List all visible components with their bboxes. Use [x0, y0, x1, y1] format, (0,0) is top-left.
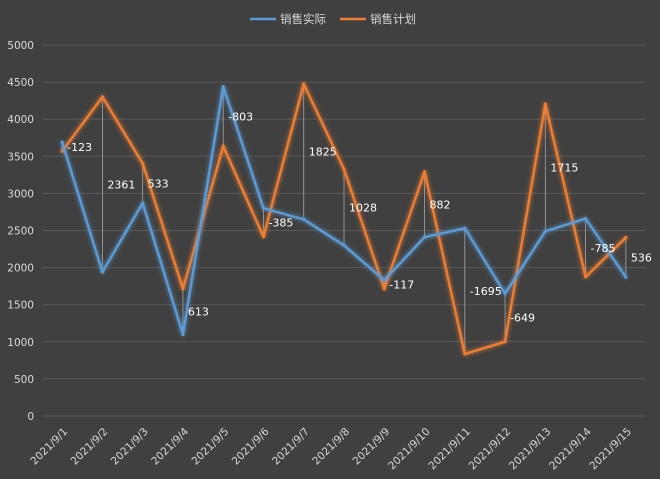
- data-point-plan: [624, 235, 628, 240]
- difference-label: 2361: [107, 178, 135, 191]
- x-tick-label: 2021/9/6: [230, 425, 272, 467]
- data-point-plan: [100, 95, 104, 99]
- y-tick-label: 2500: [7, 226, 34, 238]
- data-point-plan: [503, 340, 507, 344]
- difference-label: -123: [67, 141, 92, 154]
- data-point-plan: [221, 144, 225, 148]
- data-point-actual: [100, 270, 104, 274]
- x-tick-label: 2021/9/5: [189, 426, 231, 468]
- difference-label: -117: [389, 279, 414, 292]
- data-point-plan: [302, 82, 306, 86]
- data-point-actual: [584, 217, 588, 221]
- x-tick-label: 2021/9/15: [587, 426, 634, 473]
- y-tick-label: 4000: [7, 114, 34, 126]
- x-tick-label: 2021/9/1: [28, 426, 70, 468]
- data-point-plan: [584, 275, 588, 279]
- data-point-plan: [342, 167, 346, 171]
- difference-label: -649: [510, 312, 535, 325]
- legend-label: 销售实际: [280, 12, 326, 26]
- y-tick-label: 1500: [7, 300, 34, 312]
- data-point-plan: [382, 287, 386, 291]
- difference-label: 536: [631, 251, 652, 264]
- series-lines: [60, 82, 628, 356]
- x-tick-label: 2021/9/2: [69, 426, 111, 468]
- difference-label: 1028: [349, 201, 377, 214]
- data-point-actual: [302, 217, 306, 221]
- difference-labels: -123 2361 533 613 -803 -385 1825 1028 -117 882 -16…: [67, 110, 652, 324]
- x-tick-label: 2021/9/11: [426, 426, 473, 473]
- difference-label: 1825: [309, 146, 337, 159]
- data-point-plan: [543, 102, 547, 106]
- x-tick-label: 2021/9/12: [467, 426, 514, 473]
- y-axis: 0 500 1000 1500 2000 2500 3000 3500 4000 4500 5000: [7, 40, 34, 423]
- y-tick-label: 5000: [7, 40, 34, 52]
- x-tick-label: 2021/9/9: [351, 426, 393, 468]
- legend: 销售实际 销售计划: [250, 12, 416, 26]
- y-tick-label: 500: [14, 374, 34, 386]
- data-point-actual: [624, 275, 628, 279]
- difference-label: 533: [148, 177, 169, 190]
- data-point-plan: [60, 149, 64, 153]
- y-tick-label: 2000: [7, 263, 34, 275]
- x-tick-label: 2021/9/10: [386, 426, 433, 473]
- difference-label: -385: [268, 217, 293, 230]
- data-point-actual: [503, 291, 507, 296]
- data-point-plan: [261, 235, 266, 239]
- data-point-actual: [463, 226, 467, 230]
- data-point-actual: [422, 235, 427, 239]
- data-point-actual: [382, 278, 386, 282]
- difference-label: 882: [430, 198, 451, 211]
- data-point-actual: [221, 84, 225, 89]
- difference-label: 1715: [550, 162, 578, 175]
- data-point-plan: [422, 170, 427, 174]
- difference-label: 613: [188, 306, 209, 319]
- difference-label: -1695: [470, 285, 502, 298]
- legend-label: 销售计划: [370, 12, 416, 26]
- y-tick-label: 0: [27, 411, 34, 423]
- data-point-plan: [141, 161, 145, 166]
- data-point-plan: [463, 352, 467, 356]
- data-point-actual: [141, 201, 145, 205]
- x-axis: 2021/9/12021/9/22021/9/32021/9/42021/9/5…: [28, 425, 634, 472]
- data-point-actual: [342, 243, 346, 247]
- x-tick-label: 2021/9/4: [149, 425, 191, 467]
- data-point-plan: [181, 287, 185, 291]
- difference-label: -803: [228, 110, 253, 123]
- data-point-actual: [543, 229, 547, 233]
- x-tick-label: 2021/9/14: [547, 425, 594, 472]
- data-point-actual: [261, 206, 266, 210]
- x-tick-label: 2021/9/7: [270, 426, 312, 468]
- y-tick-label: 3000: [7, 188, 34, 200]
- difference-label: -785: [591, 242, 616, 255]
- data-point-actual: [181, 332, 185, 336]
- y-tick-label: 4500: [7, 77, 34, 89]
- x-tick-label: 2021/9/3: [109, 426, 151, 468]
- y-tick-label: 1000: [7, 337, 34, 349]
- x-tick-label: 2021/9/13: [507, 426, 554, 473]
- x-tick-label: 2021/9/8: [310, 426, 352, 468]
- y-tick-label: 3500: [7, 151, 34, 163]
- data-point-actual: [60, 140, 64, 144]
